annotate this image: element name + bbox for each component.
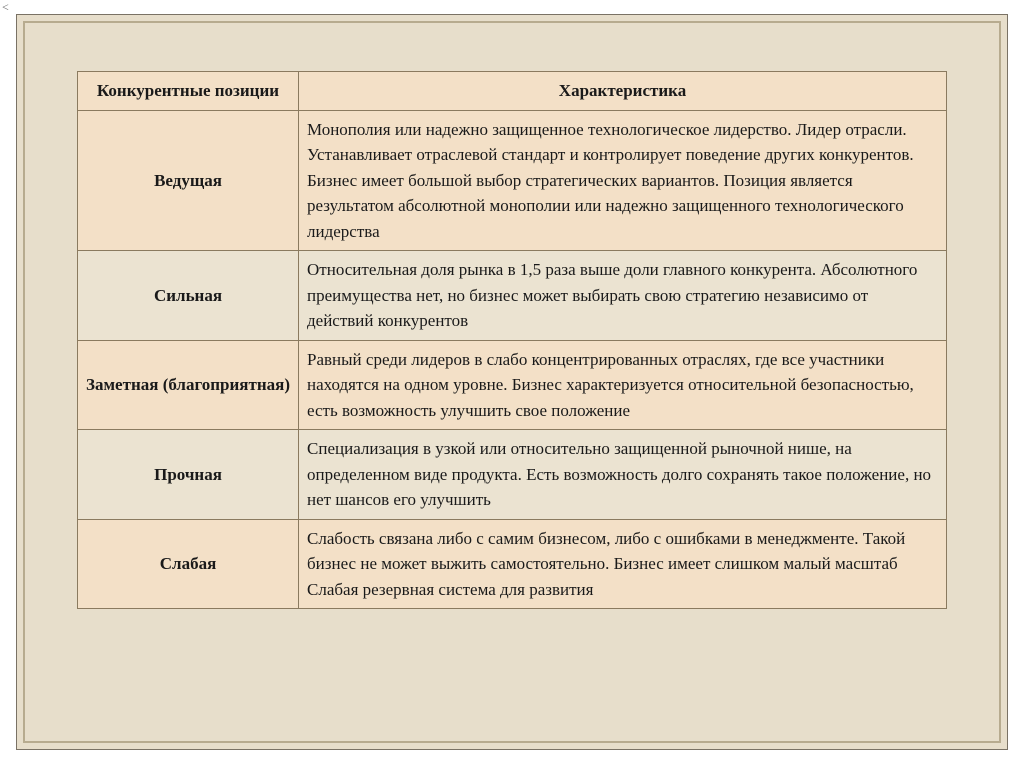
- table-row: Заметная (благоприятная) Равный среди ли…: [78, 340, 947, 430]
- description-cell: Монополия или надежно защищенное техноло…: [299, 110, 947, 251]
- description-cell: Специализация в узкой или относительно з…: [299, 430, 947, 520]
- description-cell: Относительная доля рынка в 1,5 раза выше…: [299, 251, 947, 341]
- position-cell: Заметная (благоприятная): [78, 340, 299, 430]
- slide-inner-frame: Конкурентные позиции Характеристика Веду…: [23, 21, 1001, 743]
- position-cell: Слабая: [78, 519, 299, 609]
- slide-outer-frame: Конкурентные позиции Характеристика Веду…: [16, 14, 1008, 750]
- col-header-position: Конкурентные позиции: [78, 72, 299, 111]
- description-cell: Равный среди лидеров в слабо концентриро…: [299, 340, 947, 430]
- competitive-positions-table: Конкурентные позиции Характеристика Веду…: [77, 71, 947, 609]
- table-row: Ведущая Монополия или надежно защищенное…: [78, 110, 947, 251]
- position-cell: Ведущая: [78, 110, 299, 251]
- table-row: Прочная Специализация в узкой или относи…: [78, 430, 947, 520]
- col-header-characteristic: Характеристика: [299, 72, 947, 111]
- table-header-row: Конкурентные позиции Характеристика: [78, 72, 947, 111]
- stray-mark: <: [2, 0, 9, 15]
- table-row: Слабая Слабость связана либо с самим биз…: [78, 519, 947, 609]
- position-cell: Сильная: [78, 251, 299, 341]
- table-row: Сильная Относительная доля рынка в 1,5 р…: [78, 251, 947, 341]
- position-cell: Прочная: [78, 430, 299, 520]
- description-cell: Слабость связана либо с самим бизнесом, …: [299, 519, 947, 609]
